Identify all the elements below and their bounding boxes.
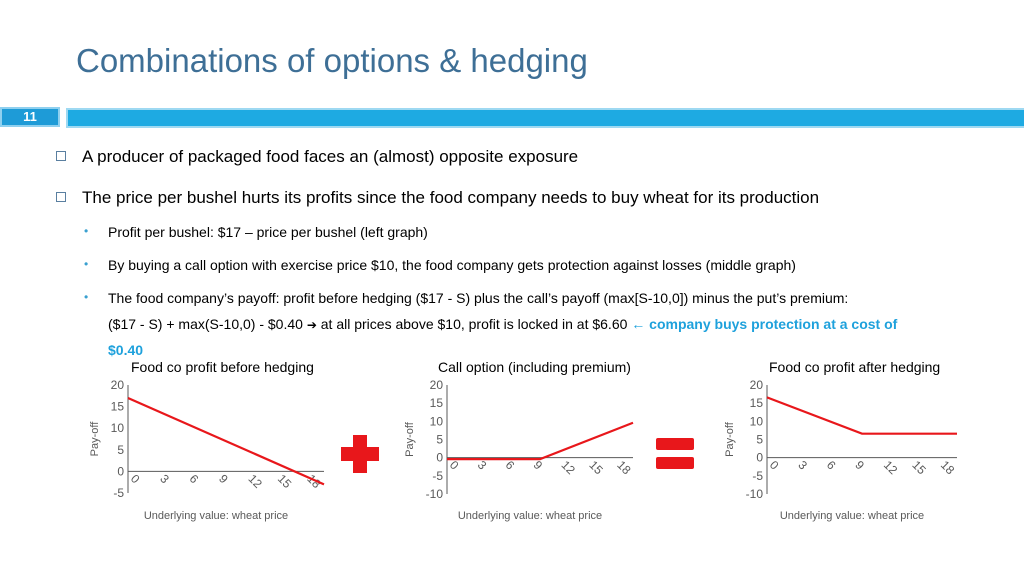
locked-profit-text: at all prices above $10, profit is locke… — [316, 316, 632, 332]
highlight-text-2: $0.40 — [108, 342, 144, 358]
sub-bullet-3: • The food company’s payoff: profit befo… — [84, 290, 849, 306]
y-tick-label: 15 — [430, 396, 444, 410]
payoff-line — [766, 396, 957, 435]
x-tick-label: 15 — [586, 458, 606, 478]
x-axis-label: Underlying value: wheat price — [780, 510, 924, 522]
y-tick-label: 0 — [756, 451, 763, 465]
x-tick-label: 15 — [909, 458, 929, 478]
x-tick-label: 6 — [824, 458, 839, 473]
chart-3-title: Food co profit after hedging — [769, 359, 941, 375]
y-tick-label: -10 — [746, 487, 764, 501]
x-tick-label: 12 — [881, 458, 901, 478]
x-tick-label: 18 — [614, 458, 634, 478]
y-axis-label: Pay-off — [404, 421, 416, 457]
formula-text: ($17 - S) + max(S-10,0) - $0.40 — [108, 316, 307, 332]
bullet-2-text: The price per bushel hurts its profits s… — [82, 188, 820, 207]
x-tick-label: 9 — [852, 458, 867, 473]
y-tick-label: 20 — [111, 378, 125, 392]
bullet-1: A producer of packaged food faces an (al… — [56, 147, 579, 167]
payoff-line — [447, 421, 634, 461]
y-tick-label: -5 — [432, 469, 443, 483]
sub-bullet-3-cont: ($17 - S) + max(S-10,0) - $0.40 ➔ at all… — [108, 316, 897, 332]
y-tick-label: -5 — [752, 469, 763, 483]
dot-bullet-icon: • — [84, 257, 89, 271]
x-tick-label: 0 — [128, 472, 143, 487]
equals-sign-icon — [656, 438, 694, 469]
square-bullet-icon — [56, 151, 66, 161]
y-tick-label: 5 — [117, 443, 124, 457]
y-tick-label: 5 — [756, 433, 763, 447]
x-tick-label: 18 — [938, 458, 958, 478]
bullet-2: The price per bushel hurts its profits s… — [56, 188, 820, 208]
sub-bullet-1-text: Profit per bushel: $17 – price per bushe… — [108, 224, 428, 240]
y-tick-label: 10 — [111, 421, 125, 435]
y-tick-label: 0 — [436, 451, 443, 465]
x-axis-label: Underlying value: wheat price — [458, 510, 602, 522]
chart-1-title: Food co profit before hedging — [131, 359, 314, 375]
sub-bullet-2-text: By buying a call option with exercise pr… — [108, 257, 796, 273]
x-tick-label: 12 — [558, 458, 578, 478]
slide-number: 11 — [0, 107, 60, 127]
y-tick-label: 15 — [111, 400, 125, 414]
y-tick-label: 20 — [430, 378, 444, 392]
plus-sign-icon — [341, 435, 379, 473]
x-tick-label: 3 — [157, 472, 172, 487]
x-tick-label: 15 — [275, 472, 295, 492]
y-tick-label: 15 — [750, 396, 764, 410]
y-tick-label: -10 — [426, 487, 444, 501]
highlight-text-1: company buys protection at a cost of — [645, 316, 898, 332]
y-tick-label: -5 — [113, 486, 124, 500]
header-band — [66, 108, 1024, 128]
y-axis-label: Pay-off — [724, 421, 736, 457]
x-tick-label: 0 — [767, 458, 782, 473]
payoff-line — [127, 396, 325, 486]
y-tick-label: 5 — [436, 433, 443, 447]
x-tick-label: 18 — [304, 472, 324, 492]
y-tick-label: 10 — [750, 414, 764, 428]
y-tick-label: 0 — [117, 464, 124, 478]
y-axis-label: Pay-off — [89, 421, 101, 457]
right-arrow-icon: ➔ — [306, 318, 317, 332]
dot-bullet-icon: • — [84, 224, 89, 238]
sub-bullet-1: • Profit per bushel: $17 – price per bus… — [84, 224, 428, 240]
x-axis-label: Underlying value: wheat price — [144, 510, 288, 522]
x-tick-label: 6 — [187, 472, 202, 487]
dot-bullet-icon: • — [84, 290, 89, 304]
chart-2-title: Call option (including premium) — [438, 359, 631, 375]
left-arrow-icon: ← — [631, 316, 646, 332]
x-tick-label: 9 — [216, 472, 231, 487]
bullet-1-text: A producer of packaged food faces an (al… — [82, 147, 579, 166]
slide-title: Combinations of options & hedging — [76, 42, 588, 79]
sub-bullet-3-line1: The food company’s payoff: profit before… — [108, 290, 849, 306]
x-tick-label: 3 — [795, 458, 810, 473]
square-bullet-icon — [56, 192, 66, 202]
x-tick-label: 12 — [245, 472, 265, 492]
y-tick-label: 10 — [430, 414, 444, 428]
sub-bullet-2: • By buying a call option with exercise … — [84, 257, 796, 273]
y-tick-label: 20 — [750, 378, 764, 392]
